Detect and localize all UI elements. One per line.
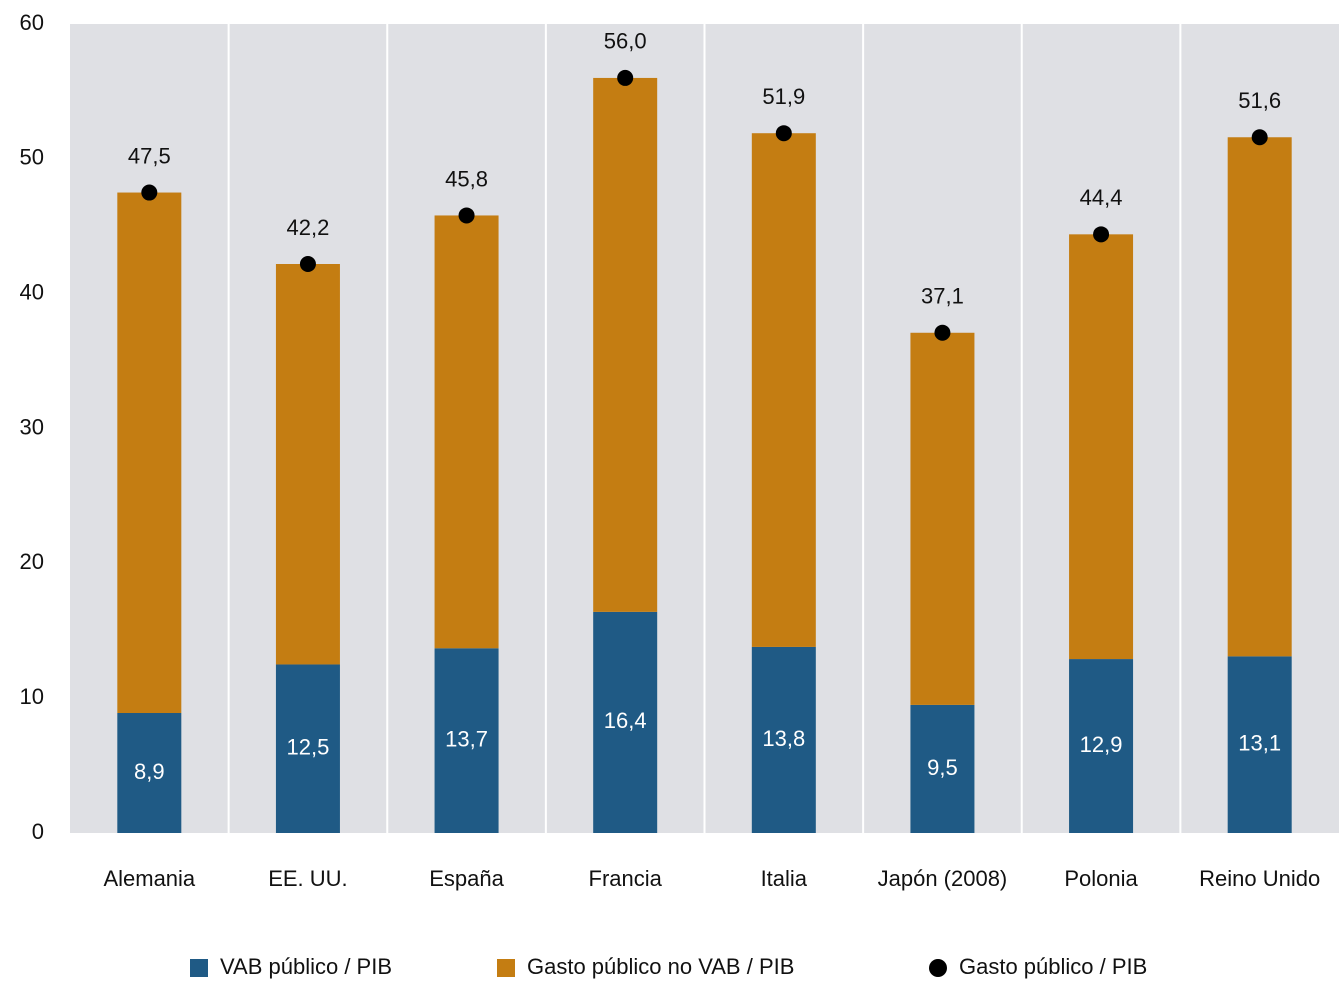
x-tick-label: Francia [589, 866, 663, 891]
data-label: 8,9 [134, 759, 165, 784]
legend-label: Gasto público / PIB [959, 954, 1147, 979]
data-label: 51,6 [1238, 88, 1281, 113]
total-dot [458, 207, 475, 224]
total-dot [141, 184, 158, 201]
legend-marker [497, 959, 515, 977]
data-label: 12,5 [287, 735, 330, 760]
y-tick-label: 30 [20, 414, 44, 439]
data-label: 12,9 [1080, 732, 1123, 757]
legend-label: Gasto público no VAB / PIB [527, 954, 794, 979]
bar-segment [751, 133, 816, 647]
data-label: 9,5 [927, 755, 958, 780]
x-tick-label: Polonia [1064, 866, 1138, 891]
total-dot [934, 324, 951, 341]
y-tick-label: 50 [20, 145, 44, 170]
bar-segment [910, 332, 975, 705]
data-label: 47,5 [128, 143, 171, 168]
total-dot [1093, 226, 1110, 243]
y-tick-label: 20 [20, 549, 44, 574]
data-label: 45,8 [445, 166, 488, 191]
total-dot [1251, 129, 1268, 146]
legend-marker [190, 959, 208, 977]
bar-segment [117, 712, 182, 833]
data-label: 51,9 [762, 84, 805, 109]
data-label: 13,1 [1238, 730, 1281, 755]
y-tick-label: 10 [20, 684, 44, 709]
data-label: 13,7 [445, 726, 488, 751]
bar-segment [434, 215, 499, 649]
data-label: 13,8 [762, 726, 805, 751]
total-dot [617, 69, 634, 86]
bar-segment [593, 611, 658, 833]
bar-segment [434, 648, 499, 833]
y-tick-label: 60 [20, 10, 44, 35]
legend-marker [929, 959, 947, 977]
bar-segment [1227, 137, 1292, 657]
total-dot [775, 125, 792, 142]
data-label: 42,2 [287, 215, 330, 240]
y-tick-label: 40 [20, 279, 44, 304]
legend-label: VAB público / PIB [220, 954, 392, 979]
total-dot [299, 256, 316, 273]
x-tick-label: Reino Unido [1199, 866, 1320, 891]
bar-segment [275, 664, 340, 833]
bar-segment [1069, 659, 1134, 833]
x-tick-label: Alemania [103, 866, 195, 891]
data-label: 44,4 [1080, 185, 1123, 210]
bar-segment [1227, 656, 1292, 833]
bar-segment [117, 192, 182, 713]
bar-segment [751, 646, 816, 833]
x-tick-label: Japón (2008) [878, 866, 1008, 891]
x-tick-label: España [429, 866, 504, 891]
bar-segment [275, 264, 340, 665]
x-tick-label: EE. UU. [268, 866, 347, 891]
bar-segment [1069, 234, 1134, 660]
y-tick-label: 0 [32, 819, 44, 844]
bar-segment [910, 704, 975, 833]
bar-segment [593, 77, 658, 612]
x-tick-label: Italia [761, 866, 808, 891]
data-label: 16,4 [604, 708, 647, 733]
data-label: 56,0 [604, 29, 647, 54]
data-label: 37,1 [921, 284, 964, 309]
